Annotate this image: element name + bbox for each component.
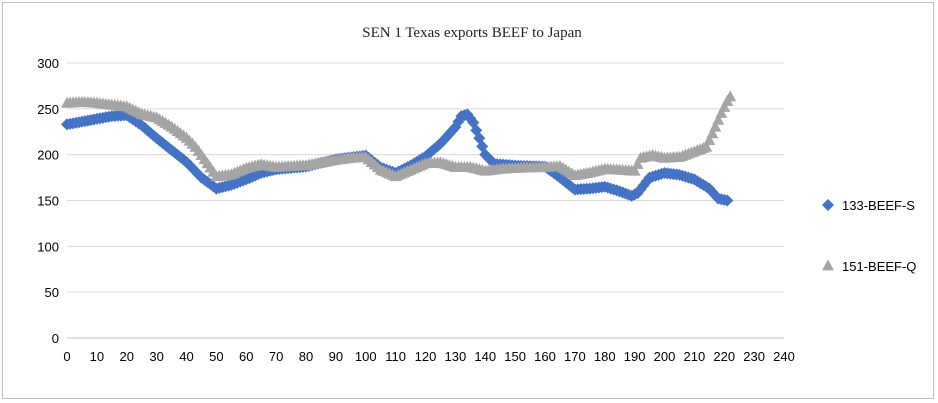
x-tick-label: 50 — [209, 349, 223, 364]
gridlines — [67, 62, 784, 339]
y-tick-label: 200 — [37, 148, 59, 163]
data-point — [703, 134, 716, 146]
chart-title: SEN 1 Texas exports BEEF to Japan — [362, 25, 582, 41]
x-tick-label: 130 — [445, 349, 467, 364]
diamond-icon — [822, 199, 834, 211]
triangle-icon — [822, 259, 834, 271]
x-tick-label: 240 — [773, 349, 795, 364]
data-point — [718, 100, 731, 112]
x-tick-label: 30 — [149, 349, 163, 364]
y-tick-label: 300 — [37, 56, 59, 71]
data-point — [628, 164, 641, 176]
x-tick-label: 150 — [504, 349, 526, 364]
x-tick-label: 60 — [239, 349, 253, 364]
data-point — [724, 90, 737, 102]
x-tick-label: 0 — [63, 349, 70, 364]
x-tick-label: 170 — [564, 349, 586, 364]
x-tick-label: 220 — [713, 349, 735, 364]
data-point — [706, 127, 719, 139]
x-tick-label: 180 — [594, 349, 616, 364]
plot-area — [61, 90, 737, 207]
y-tick-label: 50 — [45, 285, 59, 300]
x-tick-label: 160 — [534, 349, 556, 364]
data-point — [700, 140, 713, 152]
x-tick-label: 20 — [120, 349, 134, 364]
data-point — [715, 106, 728, 118]
y-tick-label: 250 — [37, 102, 59, 117]
x-tick-label: 100 — [355, 349, 377, 364]
x-tick-label: 80 — [299, 349, 313, 364]
x-tick-label: 90 — [329, 349, 343, 364]
data-point — [712, 113, 725, 125]
x-tick-label: 70 — [269, 349, 283, 364]
x-tick-label: 200 — [654, 349, 676, 364]
data-point — [631, 158, 644, 170]
data-point — [443, 127, 456, 140]
x-tick-label: 210 — [684, 349, 706, 364]
y-tick-label: 100 — [37, 239, 59, 254]
y-tick-label: 150 — [37, 194, 59, 209]
legend-label: 151-BEEF-Q — [842, 259, 916, 274]
x-axis-ticks: 0 10 20 30 40 50 60 70 80 90 100 110 120 130 140 150 160… — [63, 349, 794, 364]
legend: 133-BEEF-S 151-BEEF-Q — [822, 198, 916, 274]
y-tick-label: 0 — [52, 331, 59, 346]
data-point — [721, 194, 734, 207]
data-point — [709, 120, 722, 132]
x-tick-label: 120 — [415, 349, 437, 364]
x-tick-label: 40 — [179, 349, 193, 364]
x-tick-label: 230 — [743, 349, 765, 364]
x-tick-label: 110 — [385, 349, 406, 364]
x-tick-label: 10 — [90, 349, 104, 364]
legend-label: 133-BEEF-S — [842, 198, 915, 213]
y-axis-ticks: 0 50 100 150 200 250 300 — [37, 56, 59, 346]
series-151-BEEF-Q — [61, 90, 737, 182]
x-tick-label: 140 — [474, 349, 496, 364]
x-tick-label: 190 — [624, 349, 646, 364]
